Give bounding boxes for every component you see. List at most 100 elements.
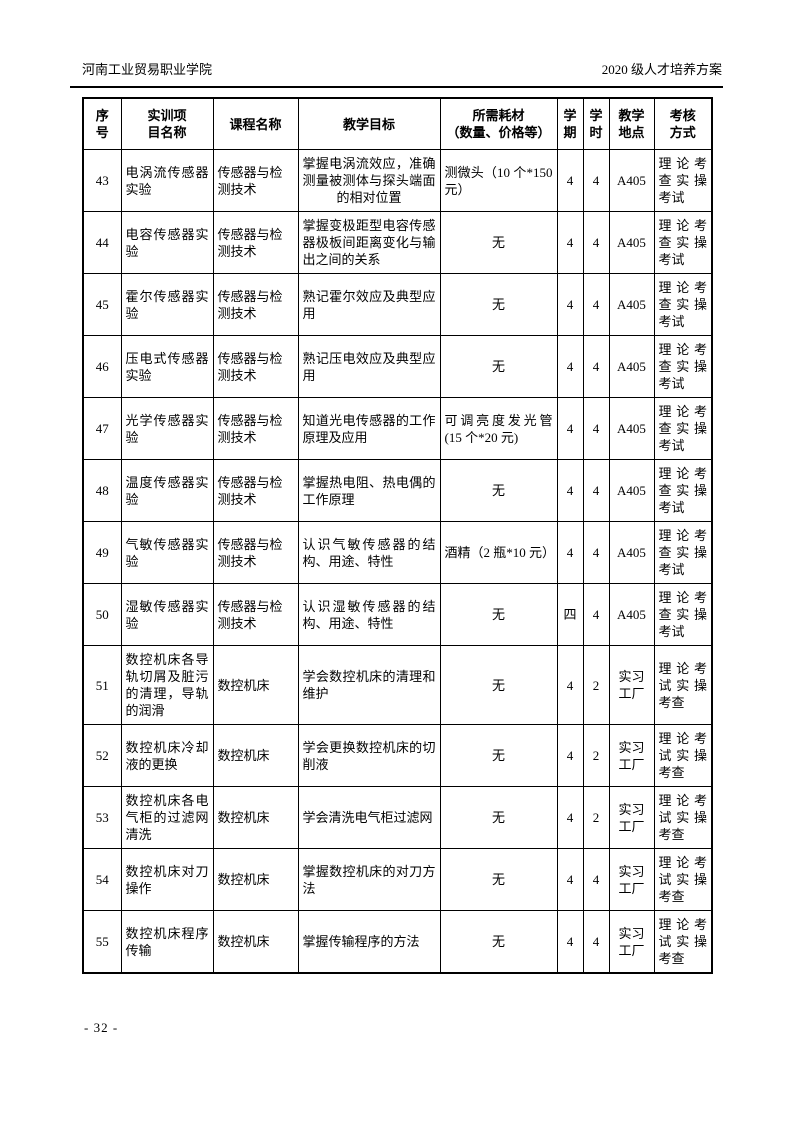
cell-assessment: 理论考查实操考试 (653, 397, 713, 460)
cell-hours: 4 (582, 910, 610, 974)
cell-course: 数控机床 (212, 724, 299, 787)
cell-no: 53 (82, 786, 122, 849)
cell-assessment: 理论考查实操考试 (653, 521, 713, 584)
cell-assessment: 理论考试实操考查 (653, 786, 713, 849)
cell-consumables: 无 (439, 583, 558, 646)
cell-project: 数控机床冷却液的更换 (120, 724, 214, 787)
cell-hours: 2 (582, 786, 610, 849)
cell-location: A405 (608, 583, 655, 646)
cell-no: 43 (82, 149, 122, 212)
cell-assessment: 理论考查实操考试 (653, 583, 713, 646)
cell-no: 44 (82, 211, 122, 274)
column-header-hours: 学 时 (582, 97, 610, 150)
cell-location: A405 (608, 521, 655, 584)
cell-assessment: 理论考查实操考试 (653, 459, 713, 522)
cell-course: 传感器与检测技术 (212, 521, 299, 584)
cell-course: 传感器与检测技术 (212, 211, 299, 274)
cell-semester: 4 (556, 848, 584, 911)
cell-semester: 4 (556, 459, 584, 522)
cell-hours: 4 (582, 335, 610, 398)
cell-consumables: 无 (439, 335, 558, 398)
cell-course: 数控机床 (212, 645, 299, 725)
cell-goal: 掌握数控机床的对刀方法 (297, 848, 441, 911)
cell-goal: 掌握传输程序的方法 (297, 910, 441, 974)
cell-hours: 4 (582, 149, 610, 212)
cell-assessment: 理论考试实操考查 (653, 910, 713, 974)
cell-course: 传感器与检测技术 (212, 335, 299, 398)
cell-location: 实习工厂 (608, 724, 655, 787)
cell-hours: 4 (582, 211, 610, 274)
cell-no: 48 (82, 459, 122, 522)
cell-goal: 掌握电涡流效应，准确测量被测体与探头端面的相对位置 (297, 149, 441, 212)
cell-semester: 4 (556, 149, 584, 212)
cell-semester: 4 (556, 335, 584, 398)
cell-no: 55 (82, 910, 122, 974)
cell-semester: 4 (556, 273, 584, 336)
cell-hours: 4 (582, 459, 610, 522)
cell-project: 霍尔传感器实验 (120, 273, 214, 336)
cell-hours: 4 (582, 397, 610, 460)
cell-no: 50 (82, 583, 122, 646)
cell-goal: 学会更换数控机床的切削液 (297, 724, 441, 787)
table-row: 53 数控机床各电气柜的过滤网清洗 数控机床 学会清洗电气柜过滤网 无 4 2 … (82, 786, 713, 849)
cell-semester: 四 (556, 583, 584, 646)
cell-course: 传感器与检测技术 (212, 459, 299, 522)
cell-course: 传感器与检测技术 (212, 583, 299, 646)
cell-assessment: 理论考查实操考试 (653, 211, 713, 274)
column-header-course: 课程名称 (212, 97, 299, 150)
column-header-project: 实训项 目名称 (120, 97, 214, 150)
table-header-row: 序 号实训项 目名称 课程名称 教学目标 所需耗材 （数量、价格等）学 期学 时教学 … (82, 97, 713, 150)
cell-assessment: 理论考试实操考查 (653, 645, 713, 725)
cell-no: 47 (82, 397, 122, 460)
cell-goal: 认识湿敏传感器的结构、用途、特性 (297, 583, 441, 646)
cell-location: 实习工厂 (608, 786, 655, 849)
cell-semester: 4 (556, 910, 584, 974)
table-row: 47 光学传感器实验 传感器与检测技术 知道光电传感器的工作原理及应用 可调亮度… (82, 397, 713, 460)
cell-no: 49 (82, 521, 122, 584)
cell-semester: 4 (556, 786, 584, 849)
cell-semester: 4 (556, 724, 584, 787)
column-header-consumables: 所需耗材 （数量、价格等） (439, 97, 558, 150)
cell-no: 45 (82, 273, 122, 336)
cell-hours: 4 (582, 521, 610, 584)
cell-project: 数控机床各电气柜的过滤网清洗 (120, 786, 214, 849)
cell-course: 传感器与检测技术 (212, 149, 299, 212)
cell-goal: 知道光电传感器的工作原理及应用 (297, 397, 441, 460)
cell-project: 电容传感器实验 (120, 211, 214, 274)
cell-consumables: 无 (439, 211, 558, 274)
cell-no: 52 (82, 724, 122, 787)
column-header-semester: 学 期 (556, 97, 584, 150)
column-header-location: 教学 地点 (608, 97, 655, 150)
cell-goal: 认识气敏传感器的结构、用途、特性 (297, 521, 441, 584)
cell-goal: 学会数控机床的清理和维护 (297, 645, 441, 725)
cell-assessment: 理论考查实操考试 (653, 273, 713, 336)
cell-semester: 4 (556, 645, 584, 725)
cell-hours: 4 (582, 848, 610, 911)
column-header-goal: 教学目标 (297, 97, 441, 150)
table-row: 48 温度传感器实验 传感器与检测技术 掌握热电阻、热电偶的工作原理 无 4 4… (82, 459, 713, 522)
cell-semester: 4 (556, 397, 584, 460)
cell-project: 数控机床对刀操作 (120, 848, 214, 911)
cell-hours: 4 (582, 273, 610, 336)
cell-location: A405 (608, 211, 655, 274)
cell-project: 压电式传感器实验 (120, 335, 214, 398)
cell-location: 实习工厂 (608, 848, 655, 911)
cell-assessment: 理论考查实操考试 (653, 149, 713, 212)
cell-project: 数控机床各导轨切屑及脏污的清理，导轨的润滑 (120, 645, 214, 725)
cell-hours: 2 (582, 724, 610, 787)
cell-location: A405 (608, 273, 655, 336)
cell-course: 数控机床 (212, 786, 299, 849)
cell-location: A405 (608, 397, 655, 460)
page-header: 河南工业贸易职业学院 2020 级人才培养方案 (70, 62, 723, 88)
cell-course: 数控机床 (212, 848, 299, 911)
cell-semester: 4 (556, 211, 584, 274)
table-row: 55 数控机床程序传输 数控机床 掌握传输程序的方法 无 4 4 实习工厂 理论… (82, 910, 713, 974)
cell-goal: 学会清洗电气柜过滤网 (297, 786, 441, 849)
cell-project: 气敏传感器实验 (120, 521, 214, 584)
cell-goal: 掌握变极距型电容传感器极板间距离变化与输出之间的关系 (297, 211, 441, 274)
table-row: 50 湿敏传感器实验 传感器与检测技术 认识湿敏传感器的结构、用途、特性 无 四… (82, 583, 713, 646)
cell-project: 数控机床程序传输 (120, 910, 214, 974)
cell-course: 传感器与检测技术 (212, 273, 299, 336)
cell-goal: 熟记霍尔效应及典型应用 (297, 273, 441, 336)
cell-goal: 掌握热电阻、热电偶的工作原理 (297, 459, 441, 522)
